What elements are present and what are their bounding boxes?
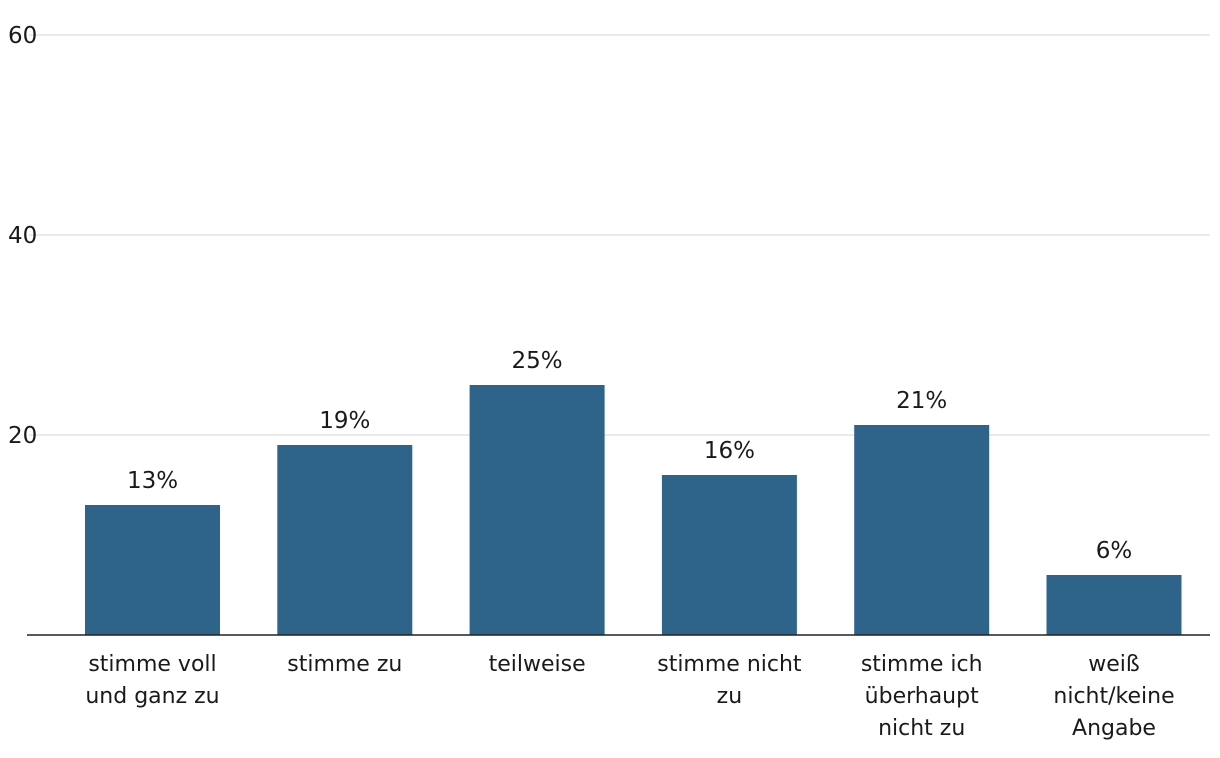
category-label-line: teilweise bbox=[489, 652, 586, 677]
bar bbox=[469, 385, 605, 635]
bar bbox=[661, 475, 797, 635]
category-label-line: Angabe bbox=[1072, 716, 1156, 741]
category-label: stimme voll und ganz zu bbox=[85, 652, 219, 709]
bar-value-label: 25% bbox=[512, 348, 563, 374]
bar-value-label: 19% bbox=[319, 408, 370, 434]
bar-value-label: 6% bbox=[1096, 538, 1133, 564]
category-label-line: nicht zu bbox=[878, 716, 965, 741]
bar bbox=[854, 425, 990, 635]
category-label: stimme nicht zu bbox=[657, 652, 802, 709]
category-label: stimme zu bbox=[287, 652, 402, 677]
bar-value-label: 13% bbox=[127, 468, 178, 494]
category-label-line: stimme zu bbox=[287, 652, 402, 677]
category-label-line: nicht/keine bbox=[1053, 684, 1174, 709]
bar-layer bbox=[85, 385, 1182, 635]
bar bbox=[85, 505, 220, 635]
category-label-line: stimme nicht bbox=[657, 652, 802, 677]
bar bbox=[277, 445, 413, 635]
category-label: stimme ich überhaupt nicht zu bbox=[861, 652, 983, 741]
category-label-line: und ganz zu bbox=[85, 684, 219, 709]
category-label-line: überhaupt bbox=[865, 684, 979, 709]
category-label: teilweise bbox=[489, 652, 586, 677]
category-label: weiß nicht/keine Angabe bbox=[1053, 652, 1174, 741]
bar-value-label: 21% bbox=[896, 388, 947, 414]
bar-value-label: 16% bbox=[704, 438, 755, 464]
label-layer: 13% stimme voll und ganz zu 19% stimme zu 25%… bbox=[85, 348, 1174, 741]
category-label-line: stimme voll bbox=[88, 652, 216, 677]
y-tick-label: 20 bbox=[8, 423, 37, 449]
y-tick-label: 60 bbox=[8, 23, 37, 49]
bar bbox=[1046, 575, 1182, 635]
category-label-line: weiß bbox=[1088, 652, 1140, 677]
category-label-line: zu bbox=[717, 684, 743, 709]
y-tick-label: 40 bbox=[8, 223, 37, 249]
grid-layer: 20 40 60 bbox=[8, 23, 1210, 449]
category-label-line: stimme ich bbox=[861, 652, 983, 677]
